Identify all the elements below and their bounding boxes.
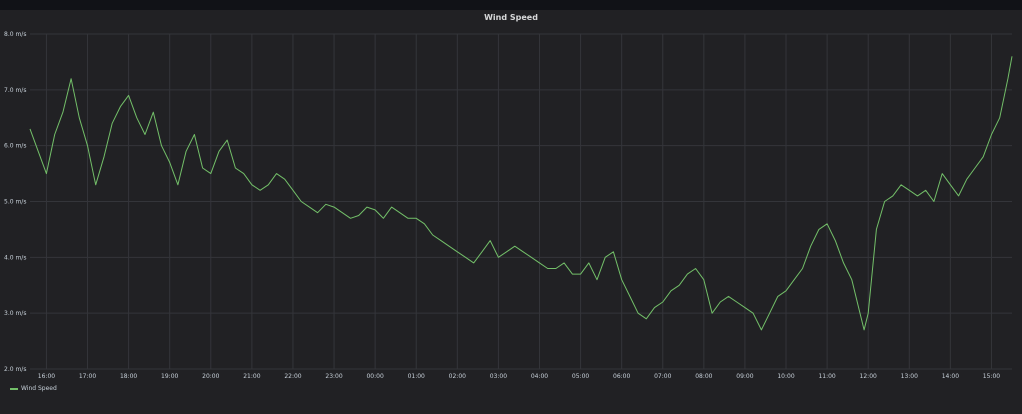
- y-tick-label: 7.0 m/s: [4, 87, 26, 94]
- series-line-wind-speed[interactable]: [29, 56, 1013, 331]
- y-tick-label: 8.0 m/s: [4, 31, 26, 38]
- x-tick-label: 15:00: [983, 373, 1000, 380]
- x-tick-label: 13:00: [901, 373, 918, 380]
- x-axis-labels: 16:00 17:00 18:00 19:00 20:00 21:00 22:00 23:00…: [38, 373, 1000, 380]
- grid-lines: [30, 33, 1012, 370]
- chart-panel: Wind Speed 2.0 m/s 3.0 m/s 4.0 m/s 5.0 m/s 6…: [0, 10, 1022, 414]
- x-tick-label: 12:00: [860, 373, 877, 380]
- x-tick-label: 14:00: [942, 373, 959, 380]
- y-tick-label: 3.0 m/s: [4, 310, 26, 317]
- x-tick-label: 19:00: [161, 373, 178, 380]
- x-tick-label: 17:00: [79, 373, 96, 380]
- y-tick-label: 2.0 m/s: [4, 366, 26, 373]
- x-tick-label: 20:00: [202, 373, 219, 380]
- x-tick-label: 08:00: [695, 373, 712, 380]
- x-tick-label: 23:00: [325, 373, 342, 380]
- x-tick-label: 00:00: [366, 373, 383, 380]
- x-tick-label: 06:00: [613, 373, 630, 380]
- legend[interactable]: Wind Speed: [10, 385, 57, 392]
- y-tick-label: 6.0 m/s: [4, 143, 26, 150]
- x-tick-label: 16:00: [38, 373, 55, 380]
- x-tick-label: 02:00: [449, 373, 466, 380]
- chart-title: Wind Speed: [484, 13, 538, 22]
- y-tick-label: 4.0 m/s: [4, 254, 26, 261]
- x-tick-label: 01:00: [408, 373, 425, 380]
- x-tick-label: 11:00: [818, 373, 835, 380]
- y-axis-labels: 2.0 m/s 3.0 m/s 4.0 m/s 5.0 m/s 6.0 m/s 7.0 m…: [4, 31, 26, 373]
- x-tick-label: 18:00: [120, 373, 137, 380]
- x-tick-label: 05:00: [572, 373, 589, 380]
- x-tick-label: 07:00: [654, 373, 671, 380]
- x-tick-label: 21:00: [243, 373, 260, 380]
- x-tick-label: 10:00: [777, 373, 794, 380]
- series-lines: [29, 56, 1013, 331]
- legend-swatch: [10, 387, 18, 390]
- x-tick-label: 04:00: [531, 373, 548, 380]
- legend-label: Wind Speed: [21, 385, 57, 392]
- x-tick-label: 09:00: [736, 373, 753, 380]
- line-chart: 2.0 m/s 3.0 m/s 4.0 m/s 5.0 m/s 6.0 m/s 7.0 m…: [4, 31, 1013, 380]
- y-tick-label: 5.0 m/s: [4, 199, 26, 206]
- x-tick-label: 03:00: [490, 373, 507, 380]
- x-tick-label: 22:00: [284, 373, 301, 380]
